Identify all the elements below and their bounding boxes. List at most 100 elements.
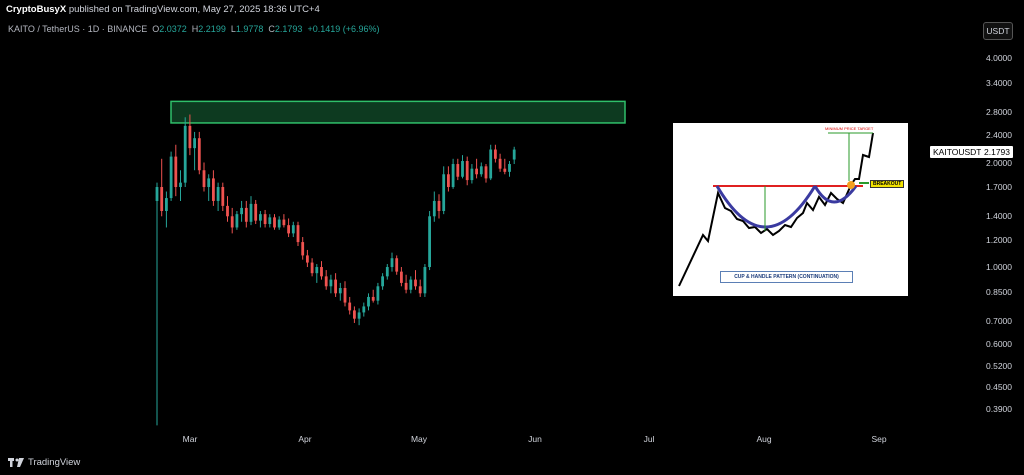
candle[interactable] xyxy=(376,282,380,305)
candle[interactable] xyxy=(512,146,516,165)
candle-body xyxy=(334,279,337,294)
candle[interactable] xyxy=(263,209,267,228)
tradingview-footer[interactable]: TradingView xyxy=(8,457,80,468)
candle[interactable] xyxy=(291,221,295,238)
candle[interactable] xyxy=(306,249,309,268)
candle[interactable] xyxy=(498,153,502,172)
candle[interactable] xyxy=(165,191,168,228)
candle[interactable] xyxy=(259,211,262,228)
candle[interactable] xyxy=(395,255,399,275)
time-tick: Jun xyxy=(528,434,542,444)
tradingview-logo-icon xyxy=(8,457,24,467)
candle[interactable] xyxy=(414,270,417,290)
candle[interactable] xyxy=(461,155,464,179)
candle[interactable] xyxy=(470,164,474,184)
candle[interactable] xyxy=(301,237,305,260)
candle-body xyxy=(409,279,413,290)
candle[interactable] xyxy=(160,158,164,217)
candle[interactable] xyxy=(277,216,281,230)
cup-handle-drawing xyxy=(678,132,874,287)
symbol-title[interactable]: KAITO / TetherUS · 1D · BINANCE xyxy=(8,24,148,34)
candle[interactable] xyxy=(240,200,243,222)
candle[interactable] xyxy=(329,274,333,294)
time-tick: Jul xyxy=(643,434,655,444)
candle[interactable] xyxy=(207,174,211,201)
candle[interactable] xyxy=(442,166,446,215)
candle[interactable] xyxy=(484,164,488,183)
candle[interactable] xyxy=(287,218,290,238)
candle[interactable] xyxy=(362,302,366,317)
candle[interactable] xyxy=(475,158,478,179)
candle[interactable] xyxy=(428,211,431,271)
price-chart[interactable] xyxy=(0,0,982,440)
target-label: MINIMUM PRICE TARGET xyxy=(825,126,874,131)
breakout-label: BREAKOUT xyxy=(870,180,905,188)
candle[interactable] xyxy=(169,151,173,201)
candle[interactable] xyxy=(221,182,225,212)
candle[interactable] xyxy=(508,161,511,177)
candle[interactable] xyxy=(489,144,493,181)
candle[interactable] xyxy=(249,196,253,226)
candle[interactable] xyxy=(503,158,507,175)
candle[interactable] xyxy=(357,308,361,326)
candle[interactable] xyxy=(174,144,178,197)
candle[interactable] xyxy=(226,196,229,222)
candle[interactable] xyxy=(268,214,272,228)
candle[interactable] xyxy=(315,264,319,283)
candle[interactable] xyxy=(353,306,356,323)
candle[interactable] xyxy=(212,170,215,206)
candle[interactable] xyxy=(197,131,201,175)
candle[interactable] xyxy=(404,274,408,294)
candle[interactable] xyxy=(338,282,342,301)
candle[interactable] xyxy=(254,199,258,225)
candle-body xyxy=(291,225,295,234)
candle[interactable] xyxy=(418,279,422,297)
candle[interactable] xyxy=(447,166,450,192)
candle-body xyxy=(226,205,229,217)
candle[interactable] xyxy=(451,158,455,189)
candle[interactable] xyxy=(456,158,460,181)
candle[interactable] xyxy=(282,214,286,228)
candle-body xyxy=(357,312,361,319)
candle[interactable] xyxy=(216,182,220,212)
candle[interactable] xyxy=(432,191,436,222)
price-tick: 0.6000 xyxy=(986,339,1012,350)
candle[interactable] xyxy=(193,131,196,171)
candle[interactable] xyxy=(310,258,314,277)
candle[interactable] xyxy=(235,211,239,230)
candle[interactable] xyxy=(273,214,276,230)
publisher-name[interactable]: CryptoBusyX xyxy=(6,4,67,15)
candle[interactable] xyxy=(155,182,159,426)
candle[interactable] xyxy=(437,194,441,219)
candle[interactable] xyxy=(183,117,187,188)
candle[interactable] xyxy=(367,293,370,311)
candle[interactable] xyxy=(381,273,384,290)
candle[interactable] xyxy=(465,156,469,186)
candle[interactable] xyxy=(334,273,337,297)
candle[interactable] xyxy=(385,264,389,280)
candle[interactable] xyxy=(296,221,300,246)
candle[interactable] xyxy=(409,276,413,294)
candle[interactable] xyxy=(343,281,347,307)
cup-handle-diagram: MINIMUM PRICE TARGET BREAKOUT CUP & HAND… xyxy=(673,123,908,296)
candle[interactable] xyxy=(390,252,394,272)
candle[interactable] xyxy=(324,270,328,290)
candle[interactable] xyxy=(230,207,234,234)
currency-button[interactable]: USDT xyxy=(983,22,1013,40)
candle[interactable] xyxy=(371,289,375,303)
candle[interactable] xyxy=(348,296,352,315)
candle[interactable] xyxy=(400,267,403,287)
candle-body xyxy=(183,125,187,183)
price-axis[interactable]: 4.0000 3.4000 2.8000 2.4000 2.0000 1.7000 1.40… xyxy=(982,0,1024,440)
candle[interactable] xyxy=(494,144,497,163)
candle[interactable] xyxy=(202,162,206,192)
candle[interactable] xyxy=(320,261,323,280)
candle[interactable] xyxy=(188,114,192,156)
candle[interactable] xyxy=(423,264,427,297)
candle-body xyxy=(465,161,469,181)
candle[interactable] xyxy=(179,170,182,201)
time-tick: Mar xyxy=(182,434,198,444)
candle[interactable] xyxy=(479,162,483,177)
resistance-zone[interactable] xyxy=(170,100,626,124)
candle[interactable] xyxy=(244,200,248,228)
